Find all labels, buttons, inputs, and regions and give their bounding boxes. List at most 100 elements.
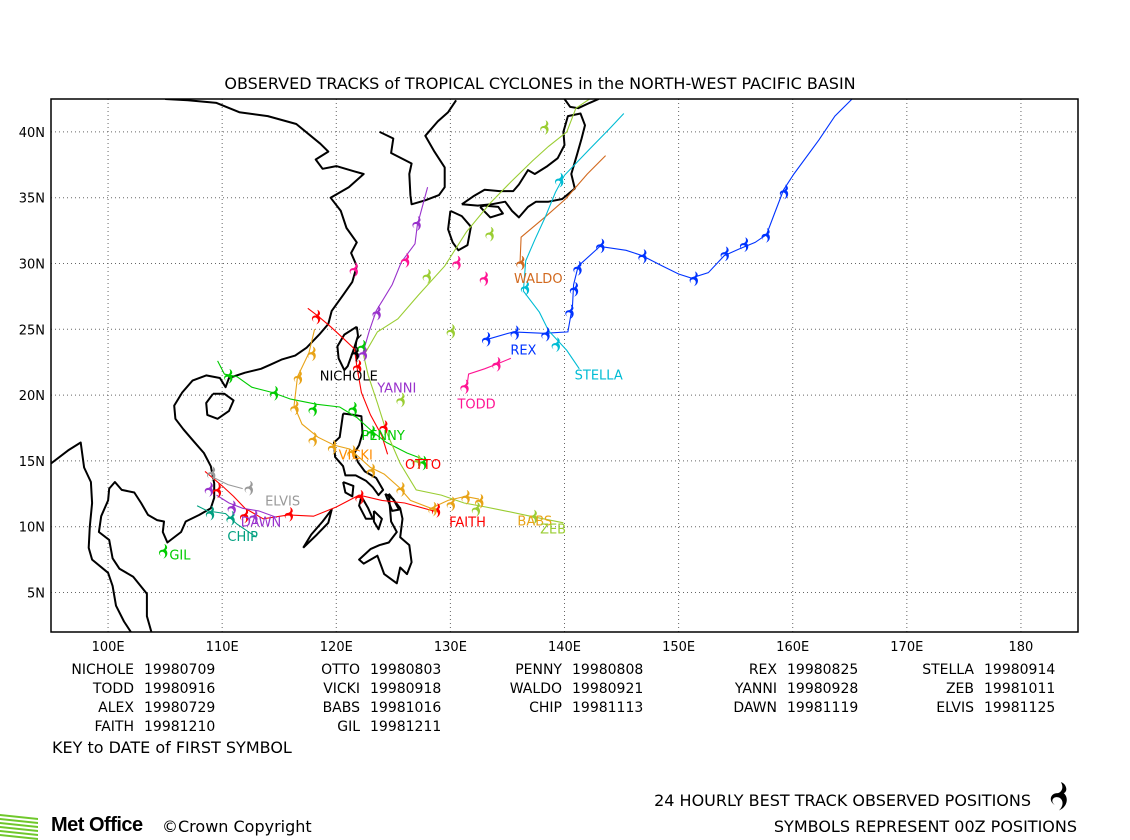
label-rex: REX: [510, 343, 536, 358]
y-tick-5: 30N: [19, 258, 45, 273]
symbol-babs-25: [293, 370, 303, 385]
label-gil: GIL: [169, 549, 191, 564]
x-tick-8: 180: [1008, 640, 1033, 655]
track-elvis: [211, 476, 243, 490]
key-date-otto: 19980803: [370, 662, 441, 678]
label-otto: OTTO: [405, 458, 441, 473]
storm-key-table: NICHOLE 19980709 OTTO 19980803 PENNY 19980808…: [71, 662, 1055, 735]
label-elvis: ELVIS: [265, 495, 300, 510]
symbol-stella-58: [520, 280, 530, 296]
symbol-rex-44: [596, 238, 605, 254]
chart-title: OBSERVED TRACKS of TROPICAL CYCLONES in …: [224, 74, 855, 93]
symbol-penny-29: [366, 425, 376, 441]
key-date-babs: 19981016: [370, 700, 441, 716]
coastline-9: [384, 492, 400, 512]
symbol-zeb-66: [485, 226, 494, 242]
symbol-gil-27: [159, 543, 168, 559]
met-office-logo: Met Office: [0, 814, 144, 840]
cyclone-symbol-icon: [1050, 782, 1067, 811]
track-faith: [204, 470, 434, 520]
track-zeb: [363, 99, 590, 524]
key-name-dawn: DAWN: [733, 700, 777, 716]
coastline-12: [447, 209, 472, 252]
logo-stripe-4: [0, 830, 38, 836]
y-tick-2: 15N: [19, 455, 45, 470]
symbol-penny-28: [418, 455, 427, 471]
brand-name: Met Office: [51, 814, 143, 836]
storm-labels: NICHOLE TODD FAITH OTTO VICKI BABS GIL PENNY WAL…: [169, 272, 623, 563]
position-symbols: [159, 120, 789, 559]
key-date-todd: 19980916: [144, 681, 215, 697]
symbol-rex-45: [638, 249, 647, 264]
symbol-zeb-60: [528, 509, 538, 525]
coastline-4: [333, 412, 385, 497]
key-name-chip: CHIP: [529, 700, 562, 716]
y-tick-1: 10N: [19, 521, 45, 536]
legend-symbol-shape: [1050, 782, 1067, 811]
key-name-vicki: VICKI: [323, 681, 360, 697]
symbol-rex-47: [720, 246, 729, 262]
symbol-dawn-54: [249, 509, 258, 525]
x-tick-3: 130E: [434, 640, 467, 655]
symbol-rex-41: [565, 304, 574, 320]
coastline-6: [302, 508, 333, 549]
x-tick-6: 160E: [776, 640, 809, 655]
symbol-zeb-65: [422, 268, 431, 284]
label-nichole: NICHOLE: [320, 370, 378, 385]
track-yanni: [361, 187, 429, 355]
logo-stripe-1: [0, 818, 38, 824]
logo-stripe-0: [0, 814, 38, 820]
plot-frame: [50, 98, 1079, 633]
symbol-faith-9: [284, 507, 293, 522]
symbol-babs-20: [366, 463, 376, 479]
track-chip: [196, 505, 257, 538]
track-penny: [217, 360, 428, 462]
coastline-3: [336, 325, 359, 372]
label-faith: FAITH: [449, 516, 486, 531]
symbol-todd-4: [452, 255, 461, 271]
symbol-rex-43: [573, 261, 582, 276]
coastline-8: [372, 510, 383, 531]
symbol-rex-40: [541, 326, 550, 342]
key-date-yanni: 19980928: [787, 681, 858, 697]
symbol-babs-16: [461, 490, 470, 505]
coastline-11: [379, 99, 457, 206]
y-tick-6: 35N: [19, 192, 45, 207]
key-date-elvis: 19981125: [984, 700, 1055, 716]
symbol-penny-33: [224, 368, 233, 384]
symbol-stella-59: [555, 172, 564, 188]
symbol-rex-39: [510, 325, 519, 341]
symbol-penny-34: [357, 339, 366, 355]
symbol-stella-57: [551, 337, 560, 353]
key-name-faith: FAITH: [94, 719, 134, 735]
y-tick-0: 5N: [27, 587, 45, 602]
track-rex: [485, 99, 853, 341]
symbol-rex-50: [779, 184, 789, 200]
coastline-7: [358, 495, 374, 520]
key-name-rex: REX: [749, 662, 778, 678]
symbol-faith-10: [240, 508, 249, 524]
label-waldo: WALDO: [514, 272, 563, 287]
symbol-babs-17: [446, 496, 455, 512]
x-tick-0: 100E: [92, 640, 125, 655]
coastline-14: [461, 112, 586, 219]
track-todd: [466, 357, 512, 383]
key-date-vicki: 19980918: [370, 681, 441, 697]
symbol-faith-8: [355, 490, 364, 505]
track-waldo: [519, 155, 606, 264]
symbol-dawn-55: [227, 500, 236, 516]
symbol-babs-21: [347, 445, 356, 460]
label-yanni: YANNI: [376, 382, 416, 397]
symbol-rex-49: [761, 228, 770, 243]
symbol-nichole-0: [350, 346, 360, 362]
coastline-2: [205, 392, 235, 420]
key-name-penny: PENNY: [515, 662, 562, 678]
key-date-zeb: 19981011: [984, 681, 1055, 697]
symbol-rex-48: [739, 237, 749, 253]
key-date-nichole: 19980709: [144, 662, 215, 678]
y-tick-7: 40N: [19, 126, 45, 141]
coastline-5: [358, 493, 413, 585]
track-nichole: [355, 334, 362, 363]
coastline-0: [97, 99, 365, 632]
x-tick-7: 170E: [890, 640, 923, 655]
